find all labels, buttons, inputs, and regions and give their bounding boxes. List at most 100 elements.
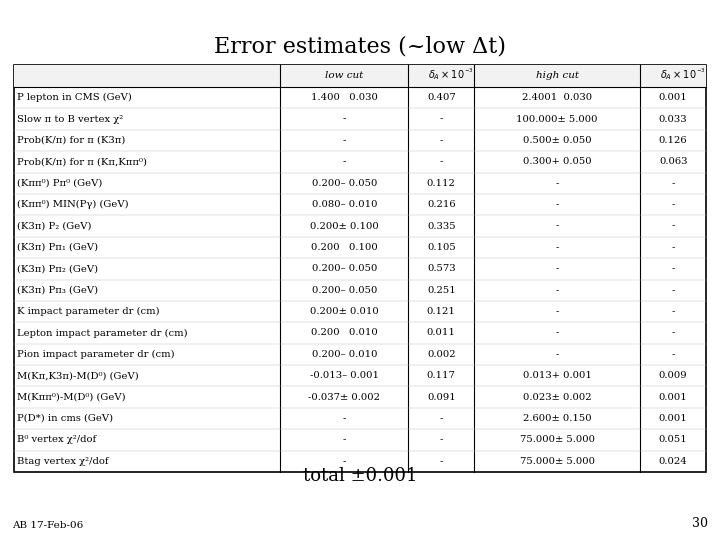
Text: Error estimates (~low Δt): Error estimates (~low Δt)	[214, 35, 506, 57]
Text: B⁰ vertex χ²/dof: B⁰ vertex χ²/dof	[17, 435, 96, 444]
Text: low cut: low cut	[325, 71, 364, 80]
Text: -: -	[672, 179, 675, 188]
Text: -: -	[556, 328, 559, 338]
Text: 0.023± 0.002: 0.023± 0.002	[523, 393, 592, 402]
Text: 0.573: 0.573	[427, 264, 456, 273]
Text: 0.001: 0.001	[659, 93, 688, 102]
Text: -: -	[343, 114, 346, 124]
Text: (K3π) Pπ₃ (GeV): (K3π) Pπ₃ (GeV)	[17, 286, 98, 295]
Text: $^{-3}$: $^{-3}$	[464, 68, 474, 77]
Text: 0.300+ 0.050: 0.300+ 0.050	[523, 157, 592, 166]
Text: -: -	[672, 328, 675, 338]
Text: (K3π) Pπ₂ (GeV): (K3π) Pπ₂ (GeV)	[17, 264, 98, 273]
Text: 0.112: 0.112	[427, 179, 456, 188]
Text: -: -	[556, 200, 559, 209]
Text: 0.251: 0.251	[427, 286, 456, 295]
Text: -: -	[672, 221, 675, 231]
Text: 0.024: 0.024	[659, 457, 688, 466]
Text: (Kππ⁰) MIN(Pγ) (GeV): (Kππ⁰) MIN(Pγ) (GeV)	[17, 200, 129, 209]
Text: total ±0.001: total ±0.001	[302, 467, 418, 485]
Text: -: -	[343, 457, 346, 466]
Text: 0.033: 0.033	[659, 114, 688, 124]
Text: (K3π) P₂ (GeV): (K3π) P₂ (GeV)	[17, 221, 91, 231]
Text: 0.200– 0.010: 0.200– 0.010	[312, 350, 377, 359]
Text: Btag vertex χ²/dof: Btag vertex χ²/dof	[17, 457, 109, 466]
Text: 0.105: 0.105	[427, 243, 456, 252]
Text: 0.063: 0.063	[659, 157, 688, 166]
Text: -: -	[672, 286, 675, 295]
Text: -: -	[556, 264, 559, 273]
Text: -: -	[343, 435, 346, 444]
Text: 0.200   0.010: 0.200 0.010	[311, 328, 378, 338]
Text: -: -	[556, 243, 559, 252]
Text: -: -	[556, 179, 559, 188]
Text: 0.080– 0.010: 0.080– 0.010	[312, 200, 377, 209]
Text: -: -	[440, 457, 443, 466]
Text: 0.200– 0.050: 0.200– 0.050	[312, 264, 377, 273]
Text: 0.200± 0.100: 0.200± 0.100	[310, 221, 379, 231]
Text: Lepton impact parameter dr (cm): Lepton impact parameter dr (cm)	[17, 328, 188, 338]
Text: 0.335: 0.335	[427, 221, 456, 231]
Text: 0.013+ 0.001: 0.013+ 0.001	[523, 372, 592, 380]
Text: -: -	[440, 435, 443, 444]
Text: -: -	[556, 350, 559, 359]
Text: 0.121: 0.121	[427, 307, 456, 316]
Text: -: -	[672, 307, 675, 316]
Text: 0.216: 0.216	[427, 200, 456, 209]
Text: 0.117: 0.117	[427, 372, 456, 380]
Text: AB 17-Feb-06: AB 17-Feb-06	[12, 521, 84, 530]
Text: high cut: high cut	[536, 71, 579, 80]
Text: Prob(K/π) for π (Kπ,Kππ⁰): Prob(K/π) for π (Kπ,Kππ⁰)	[17, 157, 147, 166]
Text: 0.500± 0.050: 0.500± 0.050	[523, 136, 592, 145]
Text: 0.011: 0.011	[427, 328, 456, 338]
Text: 0.091: 0.091	[427, 393, 456, 402]
Text: -: -	[440, 114, 443, 124]
Text: M(Kππ⁰)-M(D⁰) (GeV): M(Kππ⁰)-M(D⁰) (GeV)	[17, 393, 125, 402]
Text: -: -	[672, 350, 675, 359]
Text: Slow π to B vertex χ²: Slow π to B vertex χ²	[17, 114, 123, 124]
Text: -: -	[672, 200, 675, 209]
Text: 0.001: 0.001	[659, 414, 688, 423]
Text: (Kππ⁰) Pπ⁰ (GeV): (Kππ⁰) Pπ⁰ (GeV)	[17, 179, 102, 188]
Text: P(D*) in cms (GeV): P(D*) in cms (GeV)	[17, 414, 113, 423]
Text: -: -	[343, 414, 346, 423]
Text: M(Kπ,K3π)-M(D⁰) (GeV): M(Kπ,K3π)-M(D⁰) (GeV)	[17, 372, 139, 380]
Text: P lepton in CMS (GeV): P lepton in CMS (GeV)	[17, 93, 132, 102]
Text: -: -	[556, 221, 559, 231]
Bar	[14, 65, 706, 87]
Text: 0.001: 0.001	[659, 393, 688, 402]
Text: $^{-3}$: $^{-3}$	[696, 68, 706, 77]
Text: 0.126: 0.126	[659, 136, 688, 145]
Text: 0.002: 0.002	[427, 350, 456, 359]
Text: -: -	[556, 286, 559, 295]
Text: -: -	[343, 136, 346, 145]
Text: $\delta_A \times 10$: $\delta_A \times 10$	[660, 68, 696, 82]
Text: $\delta_A \times 10$: $\delta_A \times 10$	[428, 68, 465, 82]
Text: 100.000± 5.000: 100.000± 5.000	[516, 114, 598, 124]
Bar	[14, 65, 706, 472]
Text: Pion impact parameter dr (cm): Pion impact parameter dr (cm)	[17, 350, 175, 359]
Text: -: -	[440, 136, 443, 145]
Text: 0.200– 0.050: 0.200– 0.050	[312, 179, 377, 188]
Text: 30: 30	[692, 517, 708, 530]
Text: -0.037± 0.002: -0.037± 0.002	[308, 393, 380, 402]
Text: K impact parameter dr (cm): K impact parameter dr (cm)	[17, 307, 160, 316]
Text: -: -	[672, 243, 675, 252]
Text: -: -	[440, 414, 443, 423]
Text: 0.200± 0.010: 0.200± 0.010	[310, 307, 379, 316]
Text: (K3π) Pπ₁ (GeV): (K3π) Pπ₁ (GeV)	[17, 243, 98, 252]
Text: 0.200   0.100: 0.200 0.100	[311, 243, 378, 252]
Text: 0.051: 0.051	[659, 435, 688, 444]
Text: -: -	[440, 157, 443, 166]
Text: -0.013– 0.001: -0.013– 0.001	[310, 372, 379, 380]
Text: 75.000± 5.000: 75.000± 5.000	[520, 435, 595, 444]
Text: 2.4001  0.030: 2.4001 0.030	[522, 93, 593, 102]
Text: 75.000± 5.000: 75.000± 5.000	[520, 457, 595, 466]
Text: 0.200– 0.050: 0.200– 0.050	[312, 286, 377, 295]
Text: -: -	[672, 264, 675, 273]
Text: 0.407: 0.407	[427, 93, 456, 102]
Text: 2.600± 0.150: 2.600± 0.150	[523, 414, 592, 423]
Text: -: -	[556, 307, 559, 316]
Text: 0.009: 0.009	[659, 372, 688, 380]
Text: Prob(K/π) for π (K3π): Prob(K/π) for π (K3π)	[17, 136, 125, 145]
